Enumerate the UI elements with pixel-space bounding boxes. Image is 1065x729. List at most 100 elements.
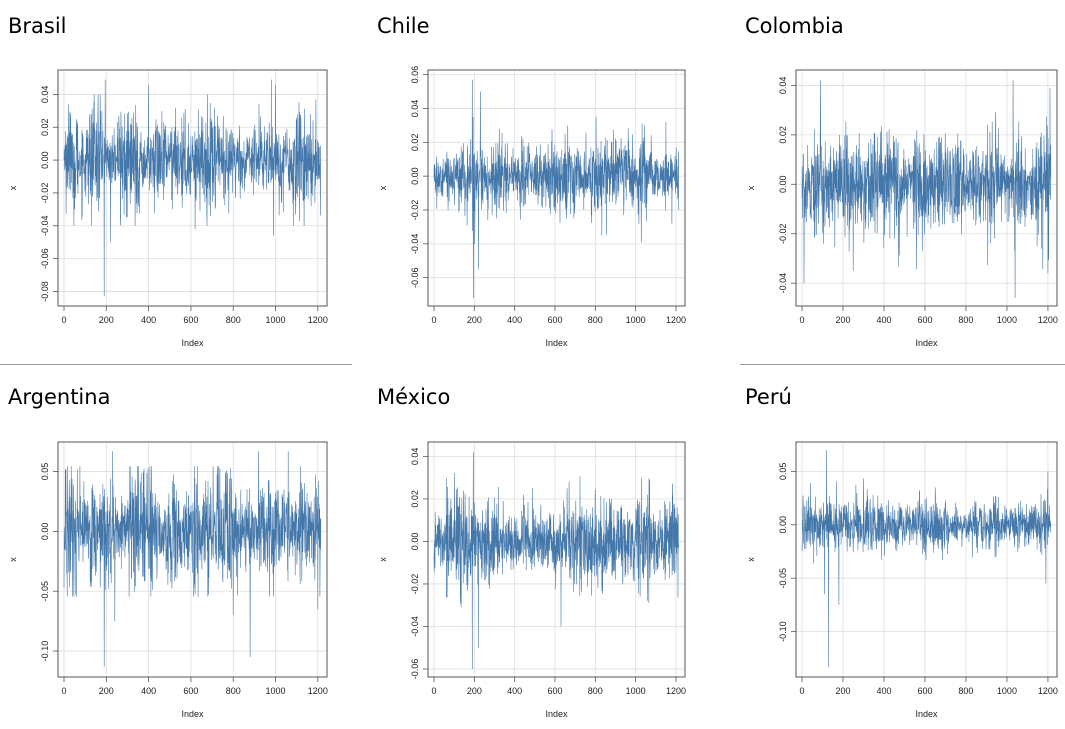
y-tick-label: 0.00 (410, 167, 420, 185)
x-tick-label: 200 (467, 686, 482, 696)
panel-title-colombia: Colombia (745, 14, 844, 38)
panel-title-chile: Chile (377, 14, 430, 38)
y-tick-label: 0.05 (778, 463, 788, 481)
plot-frame (795, 441, 1058, 678)
y-tick-label: -0.02 (410, 574, 420, 595)
y-tick-label: 0.05 (40, 463, 50, 481)
row-divider-right (740, 364, 1065, 365)
x-tick-label: 1200 (308, 315, 328, 325)
series-line (801, 80, 1052, 299)
x-tick-label: 1000 (997, 686, 1017, 696)
y-tick-label: -0.04 (40, 216, 50, 237)
chart-peru: 0 200 400 600 800 1000 1200 -0.10 -0.05 0.00 0.05 I… (746, 441, 1058, 719)
x-tick-label: 200 (467, 315, 482, 325)
series-line (801, 449, 1052, 667)
x-tick-label: 200 (99, 315, 114, 325)
x-axis-label: Index (181, 709, 204, 719)
chart-colombia: 0 200 400 600 800 1000 1200 -0.04 -0.02 0.00 0.02 0… (746, 69, 1058, 348)
y-tick-label: -0.04 (778, 273, 788, 294)
y-tick-label: 0.04 (778, 77, 788, 95)
y-tick-label: 0.04 (410, 100, 420, 118)
series-line (433, 79, 680, 299)
y-tick-label: 0.06 (410, 66, 420, 84)
x-axis-label: Index (915, 709, 938, 719)
panel-title-argentina: Argentina (8, 385, 111, 409)
x-tick-label: 1000 (997, 315, 1017, 325)
x-axis-label: Index (545, 709, 568, 719)
y-axis-label: x (378, 557, 388, 562)
x-tick-label: 800 (588, 315, 603, 325)
y-tick-label: 0.00 (410, 533, 420, 551)
plot-frame (57, 441, 328, 678)
y-tick-label: 0.02 (40, 118, 50, 136)
y-tick-label: -0.08 (40, 281, 50, 302)
x-tick-label: 800 (588, 686, 603, 696)
x-tick-label: 800 (958, 315, 973, 325)
chart-mexico: 0 200 400 600 800 1000 1200 -0.06 -0.04 -0.02 0.00… (378, 441, 686, 719)
x-axis-label: Index (545, 338, 568, 348)
panel-title-mexico: México (377, 385, 451, 409)
y-tick-label: 0.00 (40, 523, 50, 541)
x-tick-label: 600 (183, 315, 198, 325)
x-tick-label: 800 (226, 686, 241, 696)
x-axis-label: Index (181, 338, 204, 348)
x-tick-label: 200 (99, 686, 114, 696)
y-tick-label: -0.02 (410, 200, 420, 221)
y-tick-label: -0.10 (778, 621, 788, 642)
y-axis-label: x (746, 557, 756, 562)
y-tick-label: 0.00 (778, 516, 788, 534)
x-tick-label: 400 (876, 686, 891, 696)
x-tick-label: 0 (61, 686, 66, 696)
y-tick-label: 0.04 (410, 448, 420, 466)
series-line (63, 79, 322, 297)
x-tick-label: 400 (507, 315, 522, 325)
x-tick-label: 200 (835, 686, 850, 696)
y-tick-label: -0.05 (40, 581, 50, 602)
x-tick-label: 600 (917, 315, 932, 325)
x-tick-label: 1000 (266, 686, 286, 696)
y-axis-label: x (8, 557, 18, 562)
x-tick-label: 0 (431, 315, 436, 325)
y-tick-label: -0.04 (410, 234, 420, 255)
x-tick-label: 600 (917, 686, 932, 696)
x-axis-label: Index (915, 338, 938, 348)
x-tick-label: 1200 (308, 686, 328, 696)
y-tick-label: 0.00 (778, 176, 788, 194)
y-tick-label: 0.04 (40, 86, 50, 104)
panel-title-brasil: Brasil (8, 14, 67, 38)
y-tick-label: -0.02 (778, 223, 788, 244)
x-tick-label: 0 (431, 686, 436, 696)
x-tick-label: 1000 (626, 315, 646, 325)
y-axis-label: x (746, 185, 756, 190)
y-tick-label: 0.02 (410, 490, 420, 508)
y-tick-label: -0.04 (410, 616, 420, 637)
x-tick-label: 0 (799, 686, 804, 696)
y-tick-label: 0.02 (410, 134, 420, 152)
plot-frame (427, 69, 686, 307)
row-divider-left (0, 364, 352, 365)
plot-frame (57, 69, 328, 307)
y-tick-label: -0.05 (778, 568, 788, 589)
series-line (433, 452, 680, 670)
y-tick-label: 0.02 (778, 126, 788, 144)
y-tick-label: 0.00 (40, 151, 50, 169)
x-tick-label: 1200 (666, 686, 686, 696)
y-tick-label: -0.02 (40, 183, 50, 204)
y-tick-label: -0.10 (40, 641, 50, 662)
x-tick-label: 600 (183, 686, 198, 696)
x-tick-label: 800 (958, 686, 973, 696)
x-tick-label: 400 (876, 315, 891, 325)
y-tick-label: -0.06 (410, 267, 420, 288)
x-tick-label: 800 (226, 315, 241, 325)
x-tick-label: 1200 (1038, 315, 1058, 325)
plot-frame (427, 441, 686, 678)
x-tick-label: 0 (61, 315, 66, 325)
x-tick-label: 200 (835, 315, 850, 325)
y-axis-label: x (8, 185, 18, 190)
chart-brasil: 0 200 400 600 800 1000 1200 -0.08 -0.06 -0.04 -0.0… (8, 69, 328, 348)
x-tick-label: 0 (799, 315, 804, 325)
x-tick-label: 400 (141, 315, 156, 325)
x-tick-label: 400 (141, 686, 156, 696)
x-tick-label: 1000 (266, 315, 286, 325)
x-tick-label: 1200 (1038, 686, 1058, 696)
